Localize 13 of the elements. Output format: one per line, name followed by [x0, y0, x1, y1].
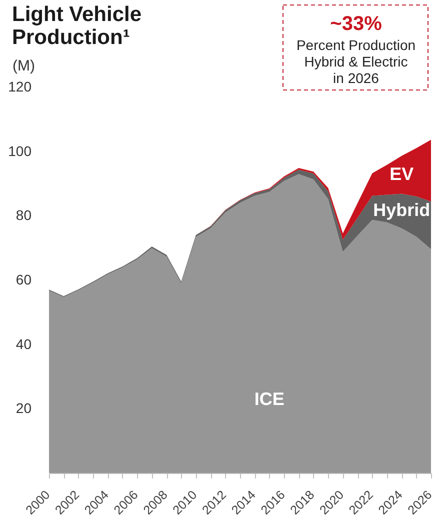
y-tick-label: 120 [8, 78, 32, 94]
text: Percent Production Hybrid & Electric in 2026 [296, 37, 416, 86]
y-tick-label: 60 [16, 272, 32, 288]
chart-title: Light Vehicle Production¹ [12, 3, 142, 49]
series-label: EV [390, 164, 414, 184]
y-tick-label: 40 [16, 336, 32, 352]
series-label: ICE [254, 388, 284, 409]
y-tick-label: 100 [8, 142, 32, 159]
series-label: Hybrid [373, 200, 430, 220]
y-tick-label: 80 [16, 207, 32, 224]
text: ~33% [330, 13, 382, 35]
y-tick-label: 20 [16, 400, 32, 416]
y-axis-title: (M) [12, 58, 35, 74]
